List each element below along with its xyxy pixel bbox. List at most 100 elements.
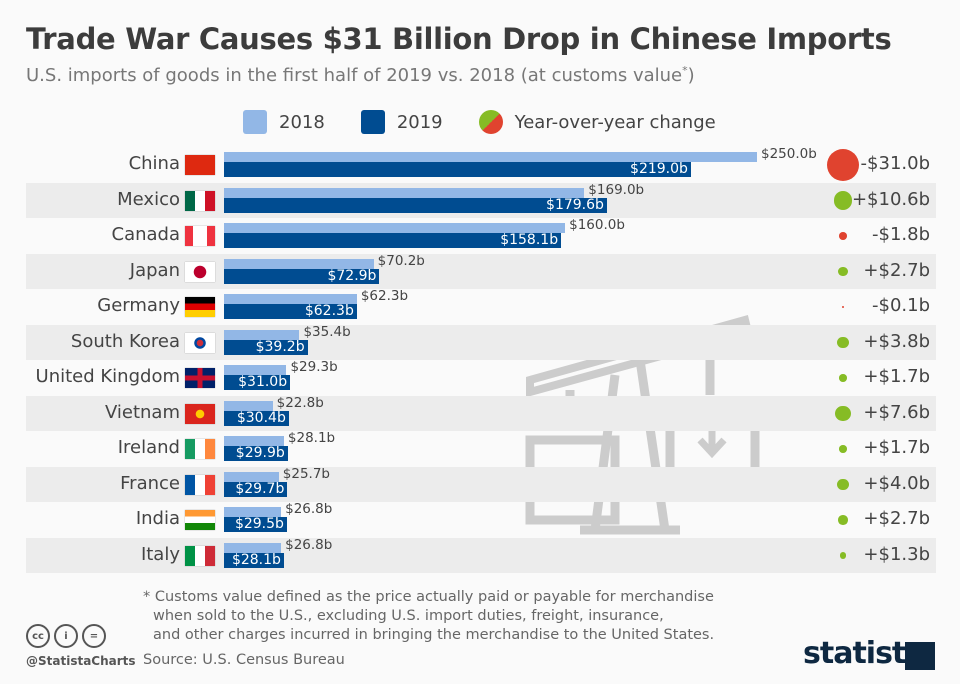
bar-2019 xyxy=(224,268,380,284)
legend-swatch-2019 xyxy=(360,110,385,134)
bar-row: Italy $26.8b $28.1b +$1.3b xyxy=(26,536,936,573)
change-label: +$7.6b xyxy=(863,401,930,423)
bar-2018 xyxy=(224,294,357,304)
attribution-icon: i xyxy=(54,624,78,648)
decrease-dot xyxy=(839,232,847,240)
bar-2019 xyxy=(224,339,308,355)
data-label-2019: $29.5b xyxy=(234,516,284,532)
change-label: +$1.7b xyxy=(863,437,930,458)
change-label: -$1.8b xyxy=(872,224,930,245)
bar-2018 xyxy=(224,507,282,517)
data-label-2019: $72.9b xyxy=(327,267,377,284)
data-label-2018: $22.8b xyxy=(276,394,324,411)
bar-2018 xyxy=(224,258,374,269)
change-label: +$10.6b xyxy=(851,188,930,210)
change-label: -$0.1b xyxy=(872,295,930,316)
bar-2018 xyxy=(224,152,757,162)
flag-canada-icon xyxy=(185,226,215,246)
country-label: Canada xyxy=(111,224,181,245)
data-label-2019: $29.9b xyxy=(235,445,285,461)
country-label: Mexico xyxy=(117,188,180,210)
bar-2019 xyxy=(224,162,691,177)
flag-italy-icon xyxy=(185,545,215,566)
flag-china-icon xyxy=(185,155,215,175)
footnote-line: when sold to the U.S., excluding U.S. im… xyxy=(153,608,664,624)
flag-south-korea-icon xyxy=(185,332,215,353)
bar-2018 xyxy=(224,365,287,375)
footnote: * Customs value defined as the price act… xyxy=(143,588,714,645)
decrease-dot xyxy=(842,306,844,308)
bar-2018 xyxy=(224,542,282,553)
bar-2019 xyxy=(224,233,562,248)
bar-row: United Kingdom $29.3b $31.0b +$1.7b xyxy=(26,359,936,396)
flag-vietnam-icon xyxy=(185,403,215,424)
source: Source: U.S. Census Bureau xyxy=(143,652,345,668)
data-label-2019: $39.2b xyxy=(255,338,305,355)
legend-swatch-change xyxy=(478,110,503,134)
bar-2019 xyxy=(224,552,284,568)
bar-row: Mexico $169.0b $179.6b +$10.6b xyxy=(26,181,936,218)
country-label: Vietnam xyxy=(104,401,180,423)
data-label-2018: $70.2b xyxy=(377,252,425,269)
data-label-2018: $25.7b xyxy=(282,465,330,482)
chart-subtitle: U.S. imports of goods in the first half … xyxy=(26,64,695,86)
increase-dot xyxy=(835,405,851,422)
bar-row: France $25.7b $29.7b +$4.0b xyxy=(26,465,936,502)
flag-france-icon xyxy=(185,474,215,495)
data-label-2018: $160.0b xyxy=(569,217,625,233)
change-label: +$2.7b xyxy=(863,508,930,529)
bar-row: Ireland $28.1b $29.9b +$1.7b xyxy=(26,430,936,467)
bar-row: Canada $160.0b $158.1b -$1.8b xyxy=(26,217,936,254)
bar-2019 xyxy=(224,304,357,319)
bar-2018 xyxy=(224,223,566,233)
change-label: -$31.0b xyxy=(860,153,930,174)
increase-dot xyxy=(837,478,849,491)
change-label: +$4.0b xyxy=(863,472,930,494)
data-label-2019: $219.0b xyxy=(630,161,688,177)
data-label-2019: $158.1b xyxy=(500,232,559,248)
country-label: France xyxy=(120,472,180,494)
footnote-line: and other charges incurred in bringing t… xyxy=(153,627,715,643)
bar-row: Germany $62.3b $62.3b -$0.1b xyxy=(26,288,936,325)
data-label-2018: $26.8b xyxy=(285,536,333,553)
legend: 2018 2019 Year-over-year change xyxy=(243,110,752,134)
bar-2019 xyxy=(224,197,607,213)
legend-item-change: Year-over-year change xyxy=(478,110,716,134)
statista-logo-mark xyxy=(905,642,935,670)
subtitle-text: U.S. imports of goods in the first half … xyxy=(26,65,683,86)
flag-japan-icon xyxy=(185,261,215,282)
bar-2018 xyxy=(224,329,300,340)
country-label: South Korea xyxy=(70,330,180,352)
chart-title: Trade War Causes $31 Billion Drop in Chi… xyxy=(26,22,892,56)
data-label-2019: $62.3b xyxy=(304,303,354,319)
flag-india-icon xyxy=(185,510,215,530)
legend-label: 2018 xyxy=(279,111,325,133)
data-label-2018: $28.1b xyxy=(287,430,336,446)
increase-dot xyxy=(839,374,847,382)
bar-2018 xyxy=(224,187,585,198)
data-label-2019: $28.1b xyxy=(231,551,281,568)
increase-dot xyxy=(833,191,853,210)
data-label-2019: $31.0b xyxy=(238,374,288,390)
flag-united-kingdom-icon xyxy=(185,368,215,388)
subtitle-footnote-mark: * xyxy=(682,64,688,77)
country-label: India xyxy=(135,508,180,529)
change-label: +$3.8b xyxy=(863,330,930,352)
country-label: Japan xyxy=(129,259,180,281)
change-label: +$1.3b xyxy=(863,543,930,565)
bar-row: Japan $70.2b $72.9b +$2.7b xyxy=(26,252,936,289)
data-label-2018: $169.0b xyxy=(588,181,645,198)
increase-dot xyxy=(839,552,847,559)
bar-2019 xyxy=(224,375,291,390)
legend-item-2018: 2018 xyxy=(243,110,325,134)
decrease-dot xyxy=(827,149,859,181)
increase-dot xyxy=(838,515,848,525)
data-label-2018: $35.4b xyxy=(303,323,351,340)
bar-2019 xyxy=(224,410,289,426)
bar-2019 xyxy=(224,517,287,532)
flag-germany-icon xyxy=(185,297,215,317)
data-label-2019: $179.6b xyxy=(546,196,604,213)
twitter-handle[interactable]: @StatistaCharts xyxy=(26,654,136,668)
bar-2019 xyxy=(224,446,288,461)
